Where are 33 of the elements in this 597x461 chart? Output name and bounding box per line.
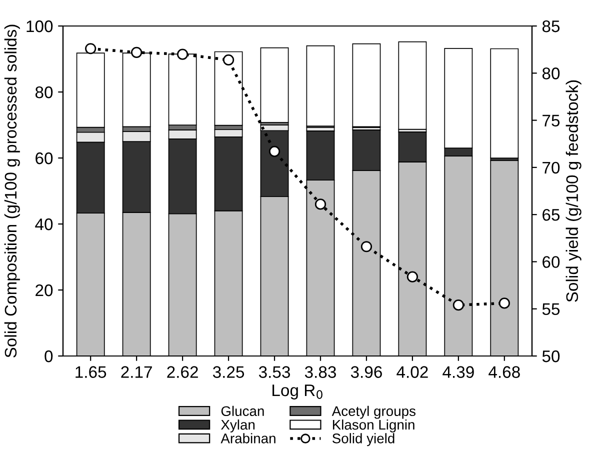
legend-label: Solid yield: [332, 433, 394, 446]
y-tick-label: 60: [36, 152, 53, 164]
y-tick-label: 0: [44, 350, 53, 362]
legend-label: Klason Lignin: [332, 419, 414, 432]
x-axis-title: Log R$_{0}$: [272, 384, 322, 400]
x-tick-label: 3.53: [258, 366, 290, 378]
x-tick-label: 4.02: [396, 366, 428, 378]
y2-tick-label: 50: [542, 350, 560, 362]
x-tick-label: 3.25: [212, 366, 244, 378]
legend-label: Acetyl groups: [332, 406, 416, 419]
y-tick-label: 20: [36, 284, 53, 296]
legend-label: Arabinan: [220, 433, 276, 444]
y-axis-title: Solid Composition (g/100 g processed solids): [4, 24, 20, 358]
y2-axis-title: Solid yield (g/100 g feedstock): [566, 80, 582, 302]
y-tick-label: 80: [35, 86, 53, 98]
x-tick-label: 4.68: [488, 366, 520, 378]
y2-tick-label: 75: [542, 114, 560, 126]
x-tick-label: 2.17: [121, 366, 152, 378]
y2-tick-label: 80: [542, 68, 560, 80]
y-tick-label: 100: [26, 20, 53, 32]
y2-tick-label: 55: [542, 303, 560, 316]
y2-tick-label: 70: [542, 162, 560, 174]
y2-tick-label: 60: [542, 256, 560, 268]
x-tick-label: 3.96: [350, 366, 382, 378]
legend-label: Glucan: [221, 406, 264, 416]
x-tick-label: 2.62: [167, 366, 198, 378]
y2-tick-label: 85: [542, 20, 560, 32]
x-tick-label: 4.39: [442, 366, 474, 378]
x-tick-label: 1.65: [76, 366, 106, 378]
y2-tick-label: 65: [542, 208, 560, 221]
legend-label: Xylan: [221, 419, 255, 432]
x-tick-label: 3.83: [304, 366, 336, 378]
y-tick-label: 40: [35, 218, 53, 230]
